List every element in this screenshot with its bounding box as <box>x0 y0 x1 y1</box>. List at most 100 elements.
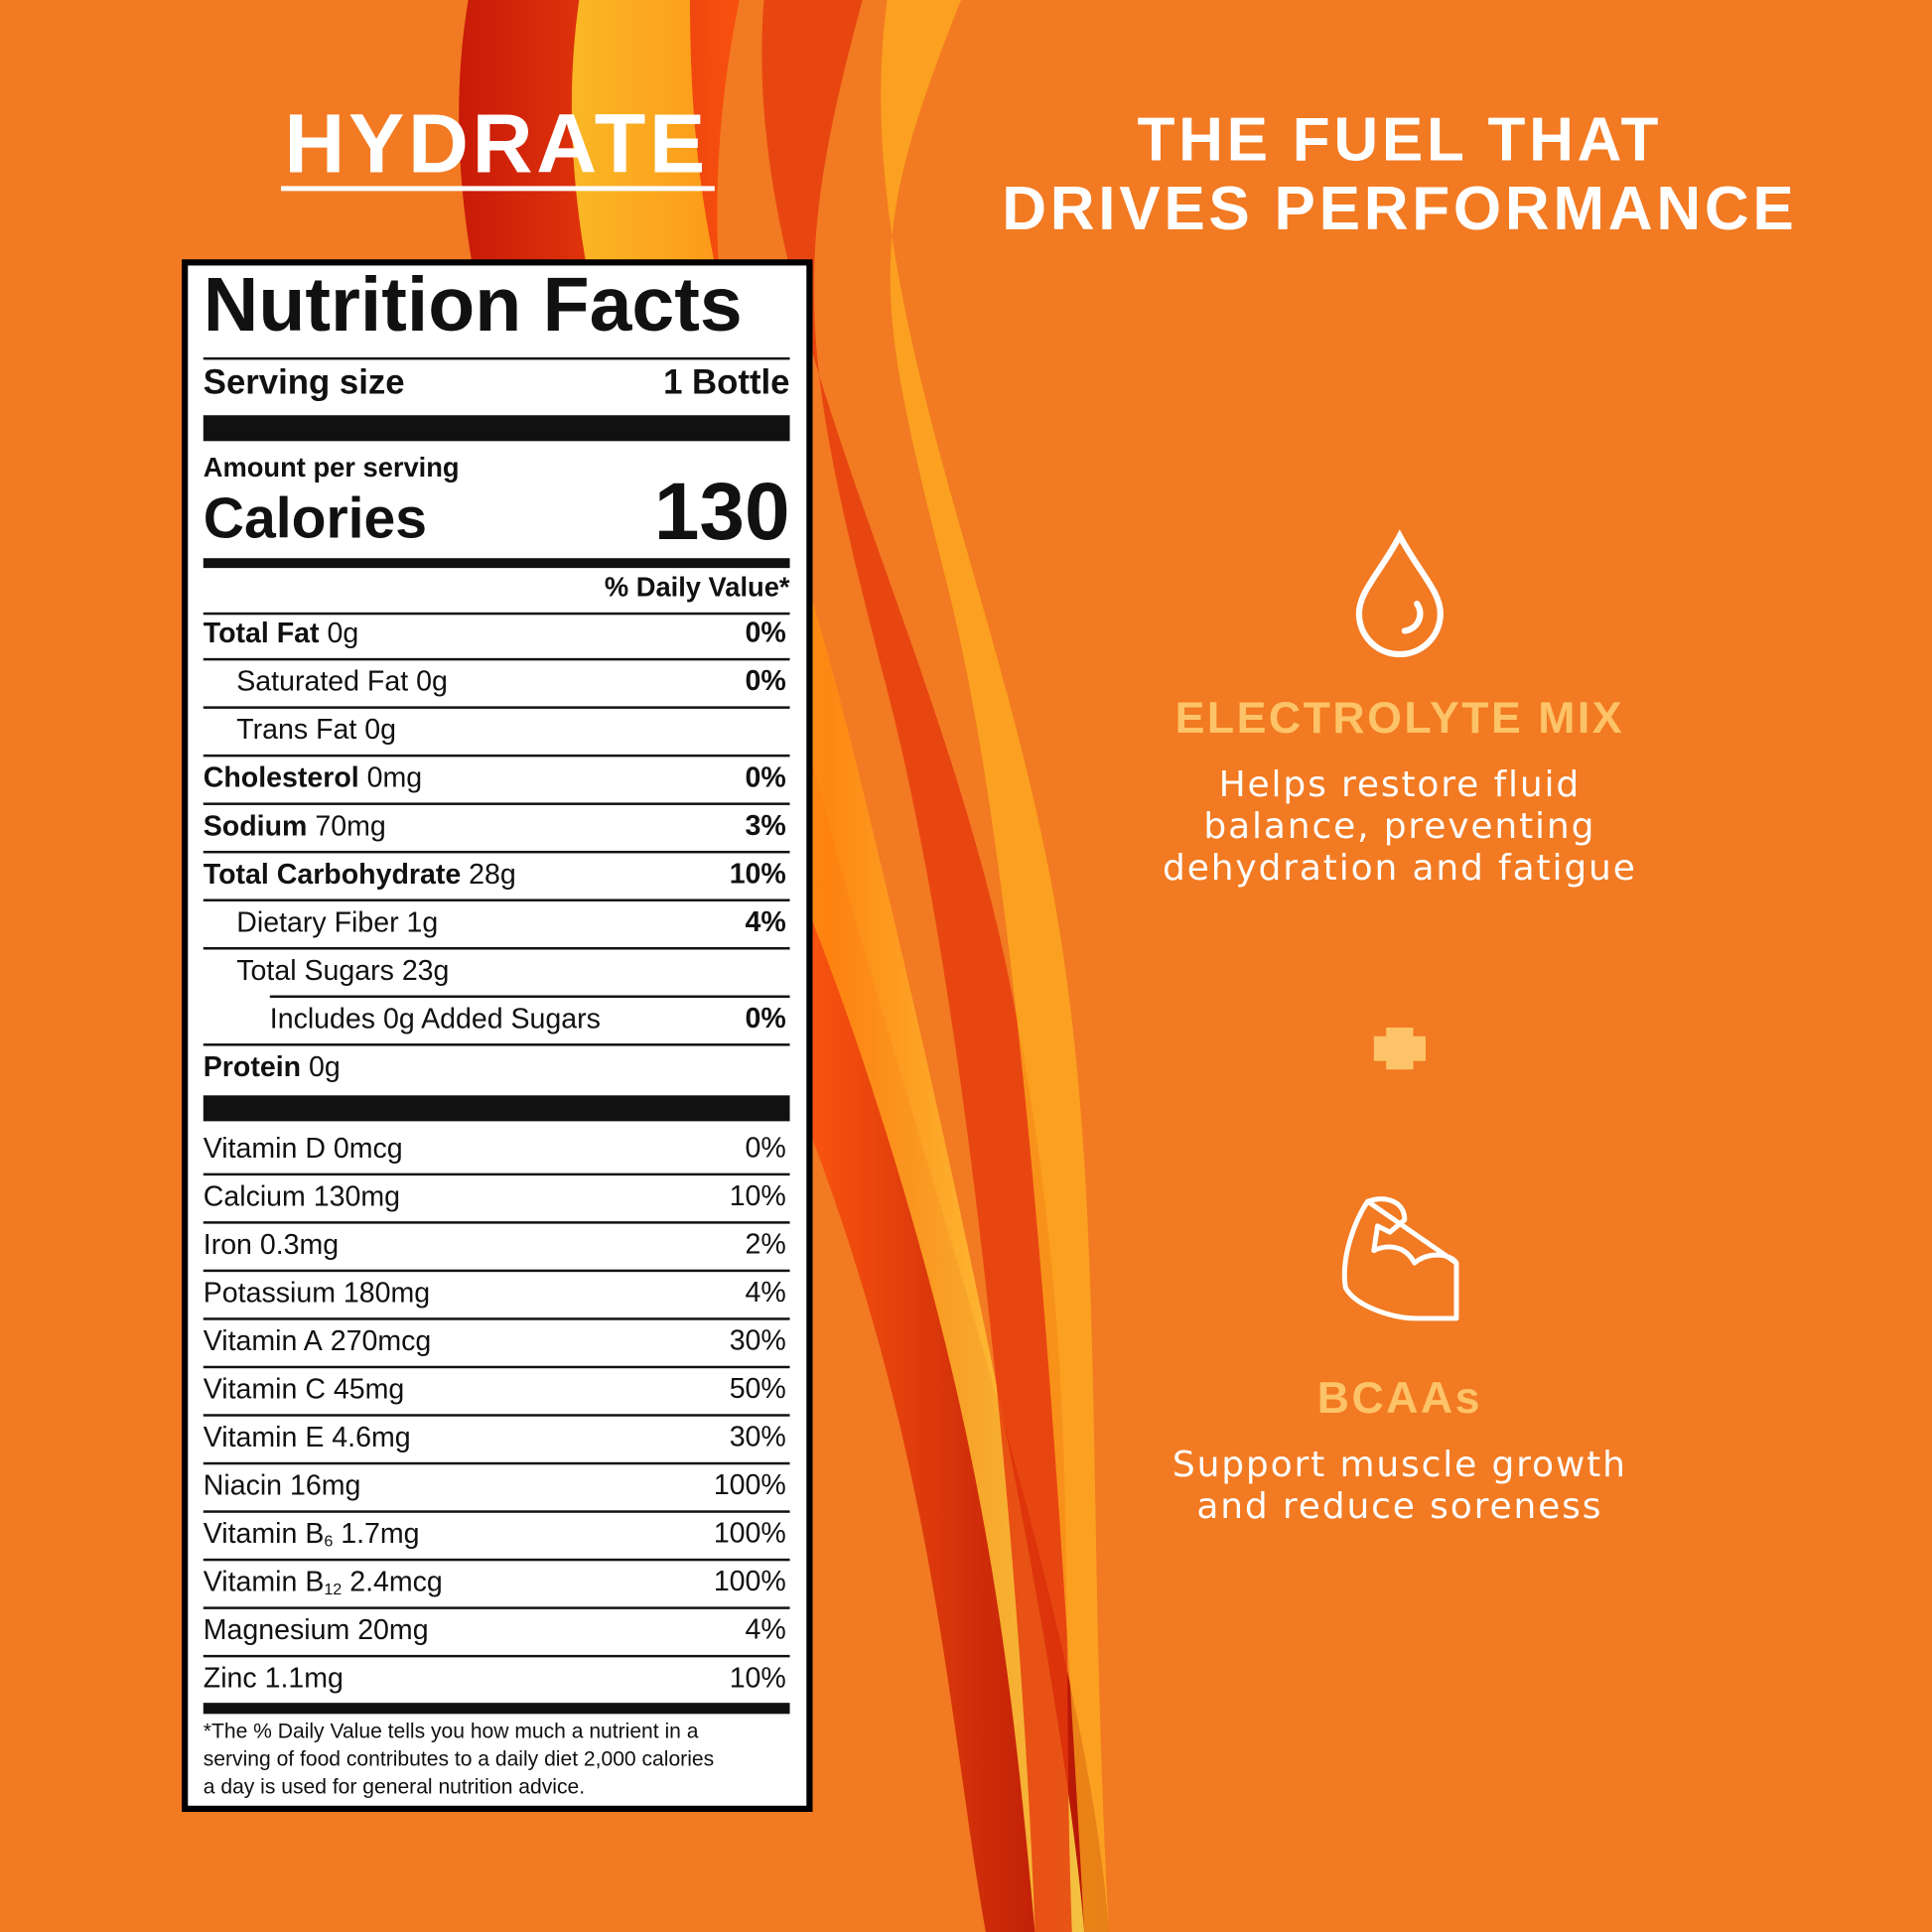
nutrient-row: Vitamin B12 2.4mcg <box>204 1566 443 1598</box>
nutrient-name: Dietary Fiber <box>236 906 399 938</box>
nutrient-amount: 23g <box>402 954 450 986</box>
daily-value: 0% <box>746 618 786 649</box>
serving-value: 1 Bottle <box>663 363 789 401</box>
feature-title: BCAAs <box>1317 1374 1482 1423</box>
row-divider <box>203 802 790 805</box>
calories-value: 130 <box>654 467 790 557</box>
daily-value: 3% <box>746 810 786 842</box>
calories-label: Calories <box>204 486 427 550</box>
nutrient-row: Dietary Fiber 1g <box>236 906 438 938</box>
nutrient-row: Vitamin D 0mcg <box>204 1132 403 1164</box>
daily-value: 30% <box>730 1422 786 1453</box>
label-title: Nutrition Facts <box>204 262 743 347</box>
nutrient-row: Magnesium 20mg <box>204 1614 429 1646</box>
row-divider <box>203 1606 790 1609</box>
spacer <box>326 1132 334 1164</box>
spacer <box>306 1180 314 1212</box>
nutrient-amount: 130mg <box>314 1180 400 1212</box>
nutrient-row: Sodium 70mg <box>204 810 386 842</box>
daily-value: 0% <box>746 665 786 697</box>
row-divider <box>203 754 790 758</box>
nutrient-row: Cholesterol 0mg <box>204 761 422 793</box>
title-underline <box>280 186 715 192</box>
daily-value: 100% <box>714 1566 786 1597</box>
spacer <box>257 1662 265 1694</box>
row-divider <box>203 898 790 901</box>
nutrition-label: Nutrition Facts Serving size 1 Bottle Am… <box>182 259 813 1812</box>
row-divider <box>203 706 790 709</box>
daily-value: 10% <box>730 1180 786 1212</box>
drop-icon <box>1355 529 1444 658</box>
daily-value: 4% <box>746 1614 786 1646</box>
nutrient-name: Vitamin B <box>204 1518 325 1550</box>
spacer <box>408 665 416 697</box>
footnote: *The % Daily Value tells you how much a … <box>204 1721 699 1743</box>
daily-value-header: % Daily Value* <box>605 571 790 602</box>
nutrient-row: Vitamin A 270mcg <box>204 1325 431 1357</box>
spacer <box>399 906 407 938</box>
nutrient-name: Total Sugars <box>236 954 394 986</box>
spacer <box>320 618 328 649</box>
spacer <box>394 954 402 986</box>
nutrient-row: Vitamin B6 1.7mg <box>204 1518 420 1551</box>
row-divider <box>203 657 790 661</box>
daily-value: 10% <box>730 1662 786 1694</box>
nutrient-name: Vitamin D <box>204 1132 326 1164</box>
row-divider <box>269 995 790 999</box>
daily-value: 0% <box>746 1132 786 1164</box>
nutrient-amount: 2.4mcg <box>349 1566 443 1597</box>
row-divider <box>203 1317 790 1320</box>
nutrient-name: Calcium <box>204 1180 306 1212</box>
nutrient-subscript: 6 <box>324 1533 333 1551</box>
nutrient-row: Vitamin C 45mg <box>204 1373 404 1405</box>
spacer <box>333 1518 341 1550</box>
daily-value: 0% <box>746 761 786 793</box>
nutrient-amount: 16mg <box>290 1469 360 1501</box>
feature-description: and reduce soreness <box>1196 1486 1602 1527</box>
nutrient-name: Potassium <box>204 1277 336 1309</box>
nutrient-amount: 180mg <box>344 1277 430 1309</box>
nutrient-row: Saturated Fat 0g <box>236 665 448 697</box>
right-title: THE FUEL THAT <box>1138 106 1663 175</box>
nutrient-name: Total Fat <box>204 618 320 649</box>
nutrient-row: Vitamin E 4.6mg <box>204 1422 411 1453</box>
spacer <box>323 1325 331 1357</box>
nutrient-row: Iron 0.3mg <box>204 1229 339 1261</box>
row-divider <box>203 1461 790 1465</box>
nutrient-amount: 0mcg <box>334 1132 403 1164</box>
nutrient-name: Vitamin E <box>204 1422 325 1453</box>
nutrient-name: Iron <box>204 1229 252 1261</box>
row-divider <box>203 1221 790 1224</box>
daily-value: 30% <box>730 1325 786 1357</box>
daily-value: 2% <box>746 1229 786 1261</box>
nutrient-row: Calcium 130mg <box>204 1180 400 1212</box>
nutrient-amount: 20mg <box>357 1614 428 1646</box>
nutrient-amount: 0.3mg <box>260 1229 339 1261</box>
nutrient-amount: 1.7mg <box>341 1518 419 1550</box>
nutrient-name: Vitamin B <box>204 1566 325 1597</box>
nutrient-amount: 70mg <box>315 810 385 842</box>
nutrient-amount: 28g <box>469 858 516 890</box>
spacer <box>356 714 364 746</box>
row-divider <box>203 850 790 854</box>
nutrient-amount: 0g <box>327 618 358 649</box>
nutrient-row: Protein 0g <box>204 1050 341 1082</box>
nutrient-name: Sodium <box>204 810 308 842</box>
nutrient-amount: 0g <box>309 1050 341 1082</box>
right-title: DRIVES PERFORMANCE <box>1002 175 1797 243</box>
spacer <box>336 1277 344 1309</box>
nutrient-name: Zinc <box>204 1662 257 1694</box>
row-divider <box>203 1654 790 1658</box>
nutrient-name: Protein <box>204 1050 301 1082</box>
nutrient-amount: 4.6mg <box>332 1422 410 1453</box>
row-divider <box>203 1269 790 1273</box>
plus-icon <box>1373 1028 1426 1070</box>
left-title: HYDRATE <box>284 97 709 191</box>
amount-per-serving: Amount per serving <box>204 452 460 483</box>
spacer <box>342 1566 349 1597</box>
feature-description: dehydration and fatigue <box>1163 848 1637 889</box>
nutrient-name: Saturated Fat <box>236 665 408 697</box>
nutrient-amount: 0mg <box>367 761 423 793</box>
nutrient-subscript: 12 <box>324 1581 342 1598</box>
